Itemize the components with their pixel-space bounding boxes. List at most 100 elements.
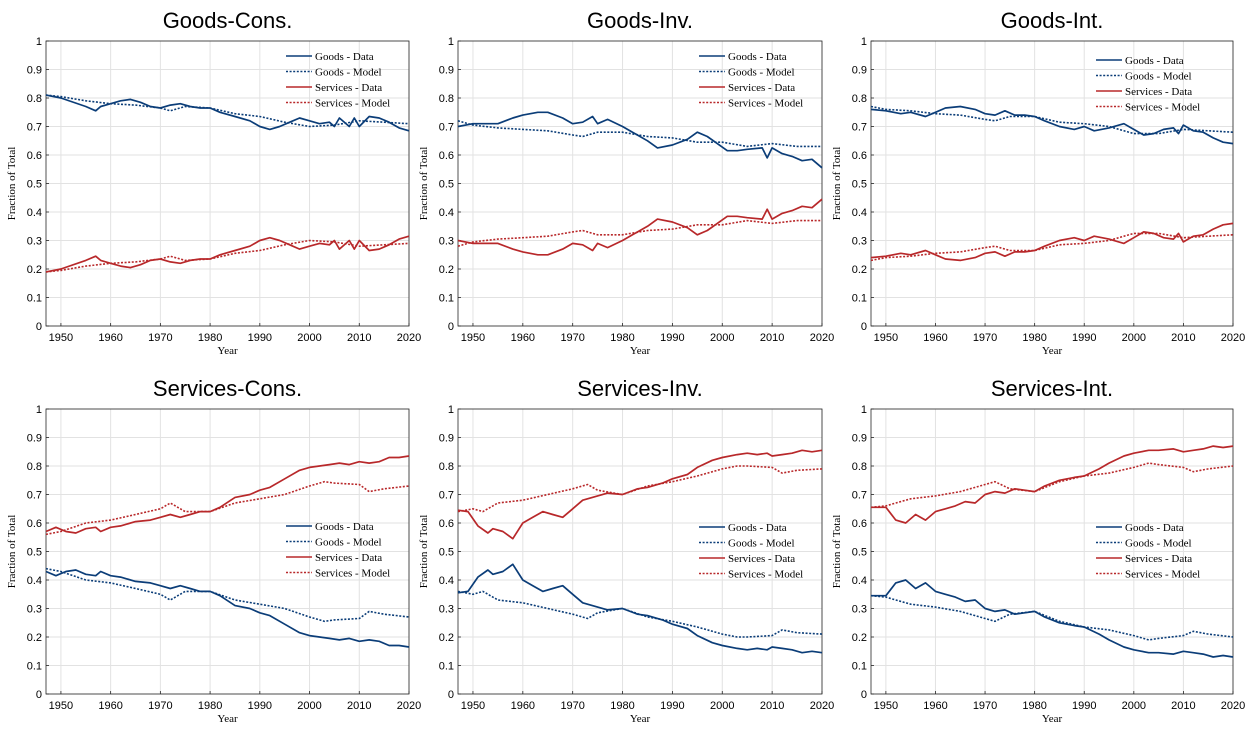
series-line-services-data xyxy=(871,445,1234,524)
chart-title: Goods-Inv. xyxy=(587,8,693,33)
x-tick-label: 2020 xyxy=(397,700,421,712)
x-axis-label: Year xyxy=(1042,713,1063,725)
x-tick-label: 1980 xyxy=(610,332,634,344)
legend-label: Services - Data xyxy=(315,82,382,94)
y-tick-label: 0.4 xyxy=(852,207,867,219)
plot-frame xyxy=(870,40,1234,327)
x-tick-label: 1950 xyxy=(461,700,485,712)
x-axis-label: Year xyxy=(630,345,651,357)
y-tick-label: 0.6 xyxy=(439,150,454,162)
x-tick-label: 1970 xyxy=(148,700,172,712)
x-tick-label: 2000 xyxy=(710,332,734,344)
plot-frame xyxy=(870,408,1234,695)
y-tick-label: 0.1 xyxy=(27,293,42,305)
x-tick-label: 2020 xyxy=(1221,332,1245,344)
chart-title: Services-Cons. xyxy=(153,376,302,401)
chart-panel: 0 0.1 0.2 0.3 0.4 0.5 0.6 0.7 0.8 0.9 1 1950 1960 197… xyxy=(6,8,421,357)
legend: Goods - Data Goods - Model Services - Data… xyxy=(699,522,803,581)
y-tick-label: 0 xyxy=(861,689,867,701)
y-tick-label: 1 xyxy=(448,404,454,416)
series-line-goods-model xyxy=(45,94,410,128)
y-tick-label: 0.3 xyxy=(439,236,454,248)
series-line-goods-model xyxy=(457,590,823,638)
x-tick-label: 1980 xyxy=(198,332,222,344)
chart-title: Goods-Int. xyxy=(1001,8,1104,33)
x-tick-label: 2000 xyxy=(1122,700,1146,712)
chart-panel: 0 0.1 0.2 0.3 0.4 0.5 0.6 0.7 0.8 0.9 1 1950 1960 197… xyxy=(831,376,1245,725)
x-tick-label: 1960 xyxy=(98,700,122,712)
y-tick-label: 0.6 xyxy=(27,150,42,162)
x-tick-label: 1970 xyxy=(973,700,997,712)
chart-panel: 0 0.1 0.2 0.3 0.4 0.5 0.6 0.7 0.8 0.9 1 1950 1960 197… xyxy=(418,8,834,357)
chart-panel: 0 0.1 0.2 0.3 0.4 0.5 0.6 0.7 0.8 0.9 1 1950 1960 197… xyxy=(6,376,421,725)
legend-label: Goods - Data xyxy=(728,522,787,534)
x-tick-label: 2010 xyxy=(1171,332,1195,344)
legend-label: Services - Data xyxy=(1125,86,1192,98)
y-axis-label: Fraction of Total xyxy=(831,515,843,589)
y-tick-label: 0.5 xyxy=(439,179,454,191)
y-tick-label: 0.9 xyxy=(439,433,454,445)
y-tick-label: 0.9 xyxy=(27,65,42,77)
series-line-services-model xyxy=(45,239,410,273)
chart-title: Goods-Cons. xyxy=(163,8,293,33)
y-tick-label: 0.5 xyxy=(852,547,867,559)
x-tick-label: 1990 xyxy=(248,332,272,344)
legend-label: Goods - Model xyxy=(315,537,382,549)
y-tick-label: 0.4 xyxy=(439,575,454,587)
y-tick-label: 0.2 xyxy=(852,632,867,644)
legend-label: Services - Data xyxy=(1125,553,1192,565)
x-tick-label: 2010 xyxy=(760,332,784,344)
y-tick-label: 1 xyxy=(36,404,42,416)
legend: Goods - Data Goods - Model Services - Data… xyxy=(1096,522,1200,581)
legend-label: Goods - Data xyxy=(315,521,374,533)
chart-title: Services-Inv. xyxy=(577,376,703,401)
legend-label: Goods - Model xyxy=(728,538,795,550)
legend-label: Services - Model xyxy=(315,98,390,110)
legend: Goods - Data Goods - Model Services - Data… xyxy=(286,521,390,580)
y-tick-label: 1 xyxy=(861,36,867,48)
legend-label: Services - Data xyxy=(728,82,795,94)
legend-label: Goods - Data xyxy=(1125,55,1184,67)
x-tick-label: 2000 xyxy=(1122,332,1146,344)
y-tick-label: 0.3 xyxy=(439,604,454,616)
y-tick-label: 0.3 xyxy=(27,604,42,616)
y-tick-label: 0.2 xyxy=(27,632,42,644)
y-tick-label: 0.4 xyxy=(852,575,867,587)
legend-label: Goods - Model xyxy=(1125,71,1192,83)
series-line-services-model xyxy=(457,465,823,513)
x-tick-label: 1950 xyxy=(874,700,898,712)
series-line-goods-model xyxy=(45,567,410,623)
y-tick-label: 0.3 xyxy=(852,236,867,248)
y-tick-label: 0.8 xyxy=(27,461,42,473)
series-line-goods-data xyxy=(45,94,410,132)
x-axis-label: Year xyxy=(217,713,238,725)
x-tick-label: 2010 xyxy=(347,332,371,344)
x-axis-label: Year xyxy=(1042,345,1063,357)
x-tick-label: 2020 xyxy=(1221,700,1245,712)
x-tick-label: 1980 xyxy=(1022,700,1046,712)
y-tick-label: 0.7 xyxy=(439,122,454,134)
x-tick-label: 1950 xyxy=(461,332,485,344)
x-tick-label: 1970 xyxy=(973,332,997,344)
y-axis-label: Fraction of Total xyxy=(831,147,843,221)
legend-label: Goods - Model xyxy=(1125,538,1192,550)
plot-frame xyxy=(45,408,410,695)
x-axis-label: Year xyxy=(630,713,651,725)
y-tick-label: 0.8 xyxy=(852,93,867,105)
y-tick-label: 0.9 xyxy=(27,433,42,445)
x-tick-label: 2000 xyxy=(297,700,321,712)
y-tick-label: 0.2 xyxy=(27,264,42,276)
y-tick-label: 0 xyxy=(448,689,454,701)
legend-label: Services - Data xyxy=(315,552,382,564)
legend-label: Services - Model xyxy=(315,568,390,580)
legend: Goods - Data Goods - Model Services - Data… xyxy=(1096,55,1200,114)
x-tick-label: 1980 xyxy=(610,700,634,712)
y-tick-label: 1 xyxy=(861,404,867,416)
x-tick-label: 2010 xyxy=(347,700,371,712)
series-line-goods-model xyxy=(457,120,822,148)
y-tick-label: 0.8 xyxy=(439,461,454,473)
plot-frame xyxy=(457,408,823,695)
x-tick-label: 2020 xyxy=(397,332,421,344)
legend-label: Services - Model xyxy=(728,98,803,110)
y-tick-label: 0 xyxy=(36,321,42,333)
